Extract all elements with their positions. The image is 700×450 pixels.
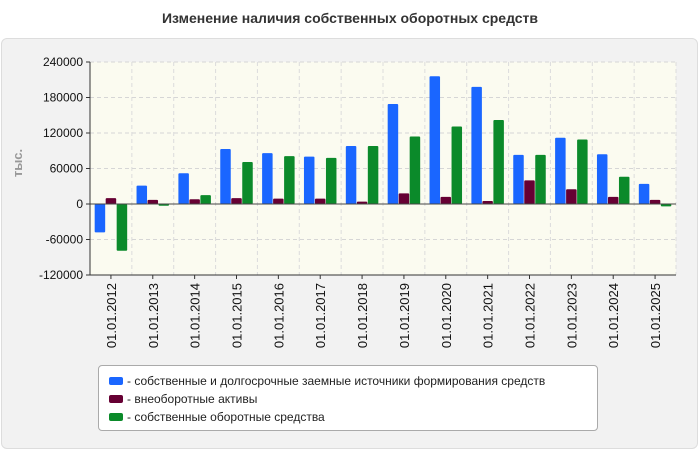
y-axis-label: тыс. <box>10 149 25 177</box>
bar <box>325 157 337 204</box>
x-tick-label: 01.01.2021 <box>481 283 496 348</box>
bar <box>513 154 524 204</box>
y-tick-label: -120000 <box>39 268 83 282</box>
bar <box>242 161 253 204</box>
chart-legend: - собственные и долгосрочные заемные ист… <box>98 365 598 431</box>
legend-swatch <box>109 413 123 421</box>
y-tick-label: 120000 <box>43 126 83 140</box>
bar <box>566 189 577 204</box>
bar <box>136 185 148 204</box>
legend-label: - собственные и долгосрочные заемные ист… <box>127 374 546 388</box>
y-tick-label: -60000 <box>46 233 84 247</box>
grid-layer <box>89 61 677 276</box>
bar <box>451 126 463 204</box>
bar <box>284 156 295 204</box>
bar <box>178 173 189 204</box>
x-tick-label: 01.01.2020 <box>439 283 454 348</box>
bar <box>471 86 482 204</box>
bar-layer <box>94 76 672 251</box>
legend-label: - собственные оборотные средства <box>127 410 325 424</box>
bar <box>220 148 231 204</box>
legend-item: - собственные оборотные средства <box>109 408 587 426</box>
bar <box>314 198 326 204</box>
bar <box>607 196 619 204</box>
x-tick-label: 01.01.2022 <box>523 283 538 348</box>
bar <box>535 154 546 204</box>
bar <box>94 204 106 233</box>
bar <box>577 139 588 204</box>
bar <box>147 199 159 204</box>
bar <box>482 201 493 204</box>
x-tick-label: 01.01.2015 <box>230 283 245 348</box>
x-tick-label: 01.01.2013 <box>146 283 161 348</box>
bar <box>303 156 315 204</box>
bar <box>231 198 242 204</box>
bar <box>367 146 379 204</box>
bar <box>493 119 504 204</box>
x-tick-label: 01.01.2016 <box>271 283 286 348</box>
bar <box>189 199 200 204</box>
bar <box>638 183 650 204</box>
y-tick-label: 240000 <box>43 55 83 69</box>
bar <box>555 137 566 204</box>
bar <box>273 198 284 204</box>
x-tick-label: 01.01.2019 <box>397 283 412 348</box>
legend-swatch <box>109 377 123 385</box>
x-tick-label: 01.01.2023 <box>564 283 579 348</box>
bar <box>649 199 661 204</box>
bar <box>409 136 421 204</box>
chart-title: Изменение наличия собственных оборотных … <box>161 10 539 26</box>
legend-swatch <box>109 395 123 403</box>
bar <box>387 104 399 204</box>
axis-layer: 240000 180000 120000 60000 0 -60000 -120000 01.… <box>39 55 676 348</box>
bar <box>440 196 452 204</box>
y-tick-label: 60000 <box>50 162 84 176</box>
bar <box>345 146 357 204</box>
bar <box>105 198 117 204</box>
bar <box>429 76 441 204</box>
bar <box>660 204 672 207</box>
bar <box>398 193 410 204</box>
y-tick-label: 0 <box>76 197 83 211</box>
x-tick-label: 01.01.2017 <box>313 283 328 348</box>
bar <box>262 153 273 204</box>
bar <box>618 176 630 204</box>
bar <box>356 201 368 204</box>
x-tick-label: 01.01.2018 <box>355 283 370 348</box>
x-tick-label: 01.01.2012 <box>104 283 119 348</box>
x-tick-label: 01.01.2025 <box>648 283 663 348</box>
bar <box>116 204 128 251</box>
x-tick-label: 01.01.2024 <box>606 283 621 348</box>
x-tick-label: 01.01.2014 <box>188 283 203 348</box>
bar <box>524 180 535 204</box>
bar <box>596 154 608 204</box>
legend-item: - собственные и долгосрочные заемные ист… <box>109 372 587 390</box>
y-tick-label: 180000 <box>43 91 83 105</box>
legend-item: - внеоборотные активы <box>109 390 587 408</box>
legend-label: - внеоборотные активы <box>127 392 258 406</box>
bar <box>200 195 211 204</box>
